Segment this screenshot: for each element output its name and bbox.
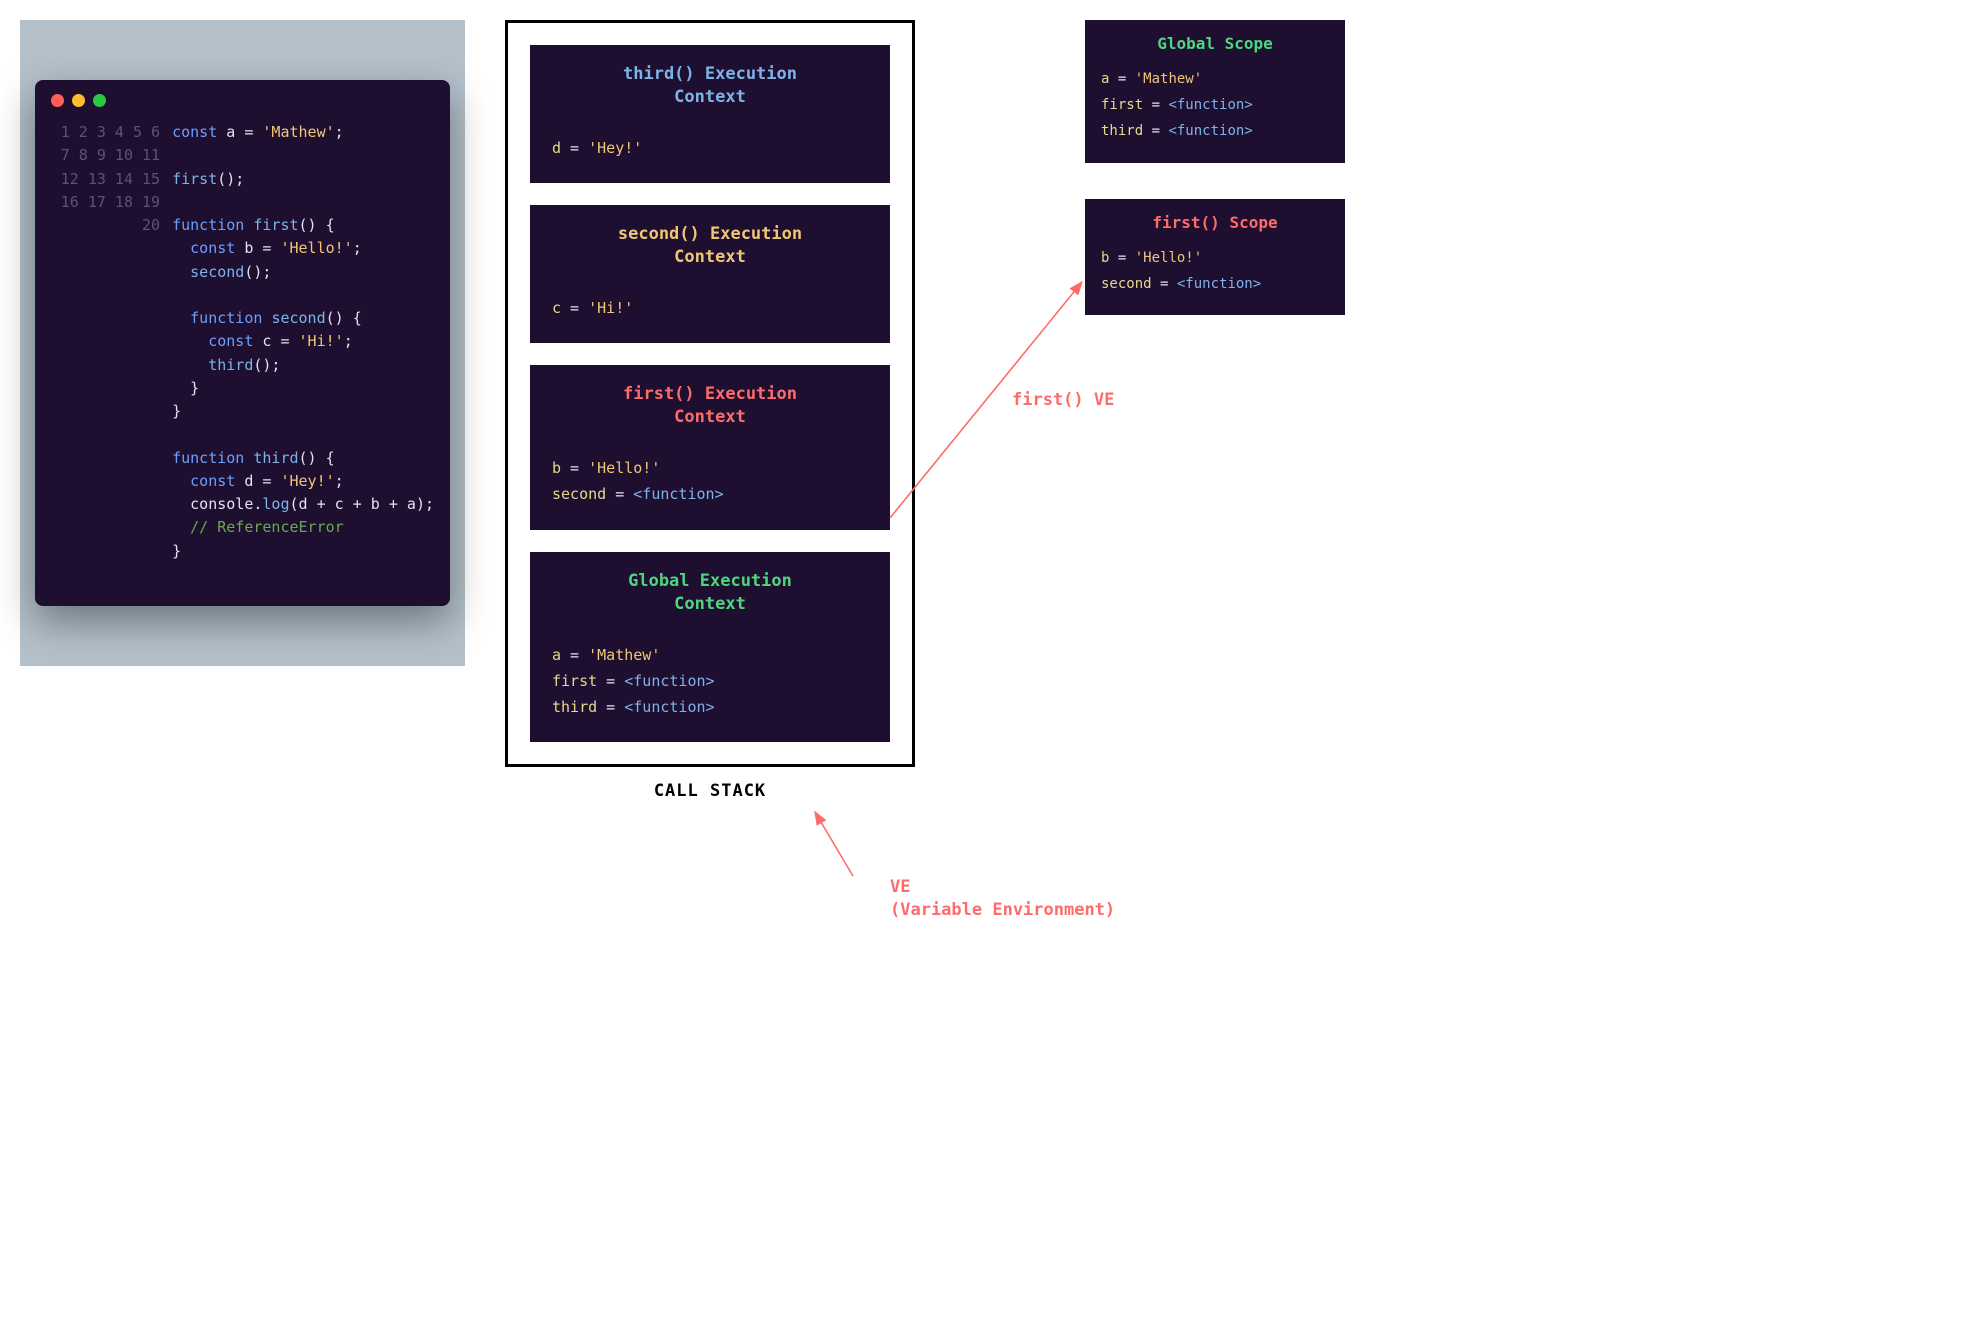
annotation-first-ve: first() VE: [1012, 390, 1114, 410]
execution-context-box: Global ExecutionContext a = 'Mathew'first…: [530, 552, 890, 743]
close-icon: [51, 94, 64, 107]
var-line: second = <function>: [1101, 272, 1329, 298]
var-line: b = 'Hello!': [552, 455, 868, 481]
context-vars: c = 'Hi!': [552, 295, 868, 321]
var-line: second = <function>: [552, 481, 868, 507]
context-vars: b = 'Hello!'second = <function>: [552, 455, 868, 508]
annotation-ve-line2: (Variable Environment): [890, 900, 1115, 920]
var-line: a = 'Mathew': [1101, 67, 1329, 93]
var-line: first = <function>: [552, 668, 868, 694]
context-title: Global ExecutionContext: [552, 570, 868, 616]
line-numbers: 1 2 3 4 5 6 7 8 9 10 11 12 13 14 15 16 1…: [51, 121, 160, 586]
scope-box: first() Scope b = 'Hello!'second = <funct…: [1085, 199, 1345, 316]
var-line: third = <function>: [1101, 119, 1329, 145]
minimize-icon: [72, 94, 85, 107]
context-title: first() ExecutionContext: [552, 383, 868, 429]
context-title: second() ExecutionContext: [552, 223, 868, 269]
code-panel-background: 1 2 3 4 5 6 7 8 9 10 11 12 13 14 15 16 1…: [20, 20, 465, 666]
code-lines: const a = 'Mathew';first();function firs…: [172, 121, 434, 586]
callstack: third() ExecutionContext d = 'Hey!' second…: [505, 20, 915, 767]
callstack-label: CALL STACK: [654, 781, 766, 801]
maximize-icon: [93, 94, 106, 107]
annotation-ve: VE (Variable Environment): [890, 876, 1115, 922]
code-body: 1 2 3 4 5 6 7 8 9 10 11 12 13 14 15 16 1…: [51, 121, 434, 586]
var-line: c = 'Hi!': [552, 295, 868, 321]
code-window: 1 2 3 4 5 6 7 8 9 10 11 12 13 14 15 16 1…: [35, 80, 450, 606]
diagram-container: 1 2 3 4 5 6 7 8 9 10 11 12 13 14 15 16 1…: [20, 20, 1958, 801]
annotation-ve-line1: VE: [890, 877, 910, 897]
context-vars: d = 'Hey!': [552, 135, 868, 161]
scope-column: Global Scope a = 'Mathew'first = <functio…: [1085, 20, 1345, 315]
scope-title: Global Scope: [1101, 34, 1329, 53]
var-line: a = 'Mathew': [552, 642, 868, 668]
context-title: third() ExecutionContext: [552, 63, 868, 109]
execution-context-box: first() ExecutionContext b = 'Hello!'seco…: [530, 365, 890, 529]
scope-vars: b = 'Hello!'second = <function>: [1101, 246, 1329, 298]
execution-context-box: second() ExecutionContext c = 'Hi!': [530, 205, 890, 343]
context-vars: a = 'Mathew'first = <function>third = <f…: [552, 642, 868, 721]
execution-context-box: third() ExecutionContext d = 'Hey!': [530, 45, 890, 183]
var-line: b = 'Hello!': [1101, 246, 1329, 272]
scope-vars: a = 'Mathew'first = <function>third = <f…: [1101, 67, 1329, 145]
scope-title: first() Scope: [1101, 213, 1329, 232]
scope-box: Global Scope a = 'Mathew'first = <functio…: [1085, 20, 1345, 163]
window-buttons: [51, 94, 434, 107]
var-line: d = 'Hey!': [552, 135, 868, 161]
callstack-section: third() ExecutionContext d = 'Hey!' second…: [505, 20, 915, 801]
var-line: third = <function>: [552, 694, 868, 720]
var-line: first = <function>: [1101, 93, 1329, 119]
